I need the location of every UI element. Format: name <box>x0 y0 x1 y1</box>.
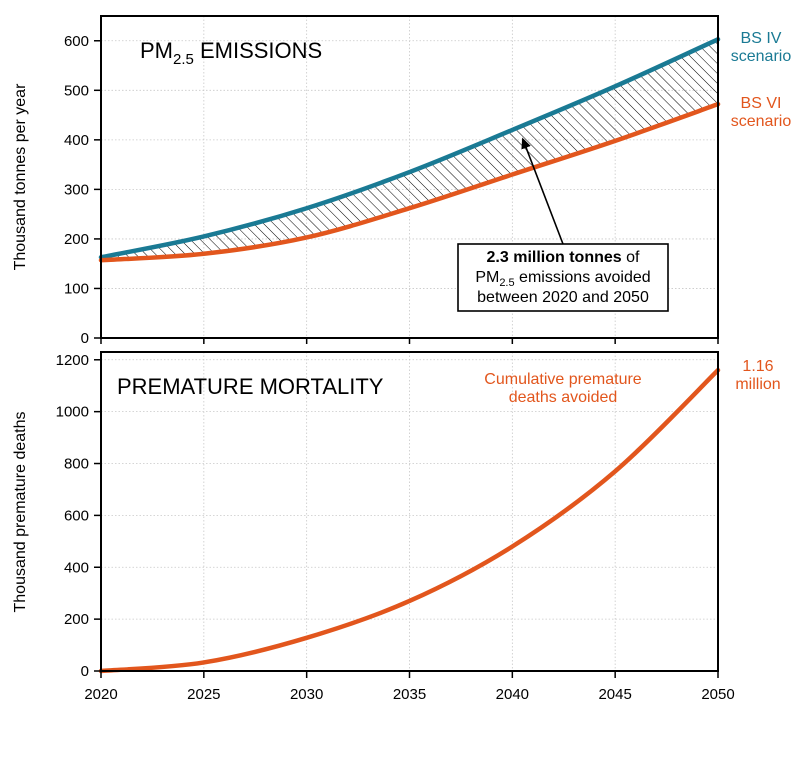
bs-vi-series-line <box>98 101 721 263</box>
x-tick-label-2050: 2050 <box>701 686 734 703</box>
annotation-box: 2.3 million tonnes of PM2.5 emissions av… <box>457 243 669 312</box>
annotation-line-2: PM2.5 emissions avoided <box>475 269 650 289</box>
x-tick-label-2040: 2040 <box>496 686 529 703</box>
y-tick-label-600: 600 <box>64 33 89 50</box>
end-value-label-unit: million <box>735 376 780 393</box>
x-tick-label-2025: 2025 <box>187 686 220 703</box>
x-tick-label-2020: 2020 <box>84 686 117 703</box>
mortality-plot-frame <box>100 351 719 672</box>
mortality-panel-title: PREMATURE MORTALITY <box>117 374 384 399</box>
mortality-y-axis-title: Thousand premature deaths <box>12 411 29 612</box>
annotation-frame <box>457 243 669 312</box>
y-tick-label-400: 400 <box>64 559 89 576</box>
annotation-line-3: between 2020 and 2050 <box>477 289 649 306</box>
y-tick-label-200: 200 <box>64 611 89 628</box>
y-tick-label-0: 0 <box>81 330 89 347</box>
mortality-y-axis: 0 200 400 600 800 1000 1200 <box>56 352 101 680</box>
emissions-panel-title: PM2.5 EMISSIONS <box>140 38 322 68</box>
x-tick-label-2035: 2035 <box>393 686 426 703</box>
bs-vi-label: BS VI <box>741 95 782 112</box>
bs-vi-label-scenario: scenario <box>731 113 792 130</box>
x-axis: 2020 2025 2030 2035 2040 2045 2050 <box>84 338 735 703</box>
cumulative-deaths-avoided-line <box>98 367 721 674</box>
y-tick-label-1000: 1000 <box>56 404 89 421</box>
x-tick-label-2045: 2045 <box>598 686 631 703</box>
emissions-y-axis: 0 100 200 300 400 500 600 <box>64 33 101 347</box>
emissions-y-axis-title: Thousand tonnes per year <box>12 83 29 270</box>
x-tick-label-2030: 2030 <box>290 686 323 703</box>
y-tick-label-500: 500 <box>64 82 89 99</box>
y-tick-label-600: 600 <box>64 507 89 524</box>
y-tick-label-400: 400 <box>64 132 89 149</box>
y-tick-label-100: 100 <box>64 280 89 297</box>
mortality-grid <box>100 352 719 672</box>
y-tick-label-0: 0 <box>81 663 89 680</box>
annotation-arrow <box>521 137 564 245</box>
bs-iv-series-line <box>98 37 721 260</box>
bs-iv-label-scenario: scenario <box>731 48 792 65</box>
bs-iv-label: BS IV <box>741 30 782 47</box>
y-tick-label-800: 800 <box>64 456 89 473</box>
y-tick-label-200: 200 <box>64 231 89 248</box>
y-tick-label-300: 300 <box>64 181 89 198</box>
cumulative-deaths-label-2: deaths avoided <box>509 389 618 406</box>
annotation-line-1: 2.3 million tonnes of <box>487 249 640 266</box>
y-tick-label-1200: 1200 <box>56 352 89 369</box>
cumulative-deaths-label: Cumulative premature <box>484 371 642 388</box>
end-value-label: 1.16 <box>742 358 773 375</box>
